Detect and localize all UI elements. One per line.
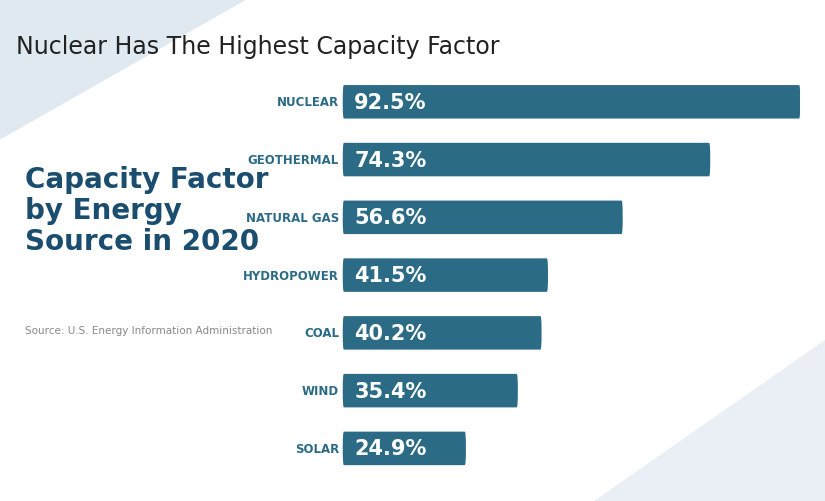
Text: 74.3%: 74.3% (354, 150, 427, 170)
Text: 41.5%: 41.5% (354, 266, 427, 286)
FancyBboxPatch shape (342, 432, 466, 465)
Text: NATURAL GAS: NATURAL GAS (246, 211, 339, 224)
Text: WIND: WIND (302, 384, 339, 397)
Text: 40.2%: 40.2% (354, 323, 427, 343)
Text: SOLAR: SOLAR (295, 442, 339, 455)
Text: 24.9%: 24.9% (354, 438, 427, 458)
FancyBboxPatch shape (342, 143, 710, 177)
Text: 56.6%: 56.6% (354, 208, 427, 228)
Text: NUCLEAR: NUCLEAR (277, 96, 339, 109)
Text: Nuclear Has The Highest Capacity Factor: Nuclear Has The Highest Capacity Factor (16, 35, 500, 59)
FancyBboxPatch shape (342, 86, 800, 119)
Text: COAL: COAL (304, 327, 339, 340)
FancyBboxPatch shape (342, 259, 548, 292)
Text: 92.5%: 92.5% (354, 93, 427, 113)
FancyBboxPatch shape (342, 317, 541, 350)
FancyBboxPatch shape (342, 374, 518, 408)
FancyBboxPatch shape (342, 201, 623, 234)
Text: Source: U.S. Energy Information Administration: Source: U.S. Energy Information Administ… (25, 326, 272, 336)
Text: Capacity Factor
by Energy
Source in 2020: Capacity Factor by Energy Source in 2020 (25, 165, 268, 256)
Text: HYDROPOWER: HYDROPOWER (243, 269, 339, 282)
Text: 35.4%: 35.4% (354, 381, 427, 401)
Text: GEOTHERMAL: GEOTHERMAL (248, 154, 339, 167)
